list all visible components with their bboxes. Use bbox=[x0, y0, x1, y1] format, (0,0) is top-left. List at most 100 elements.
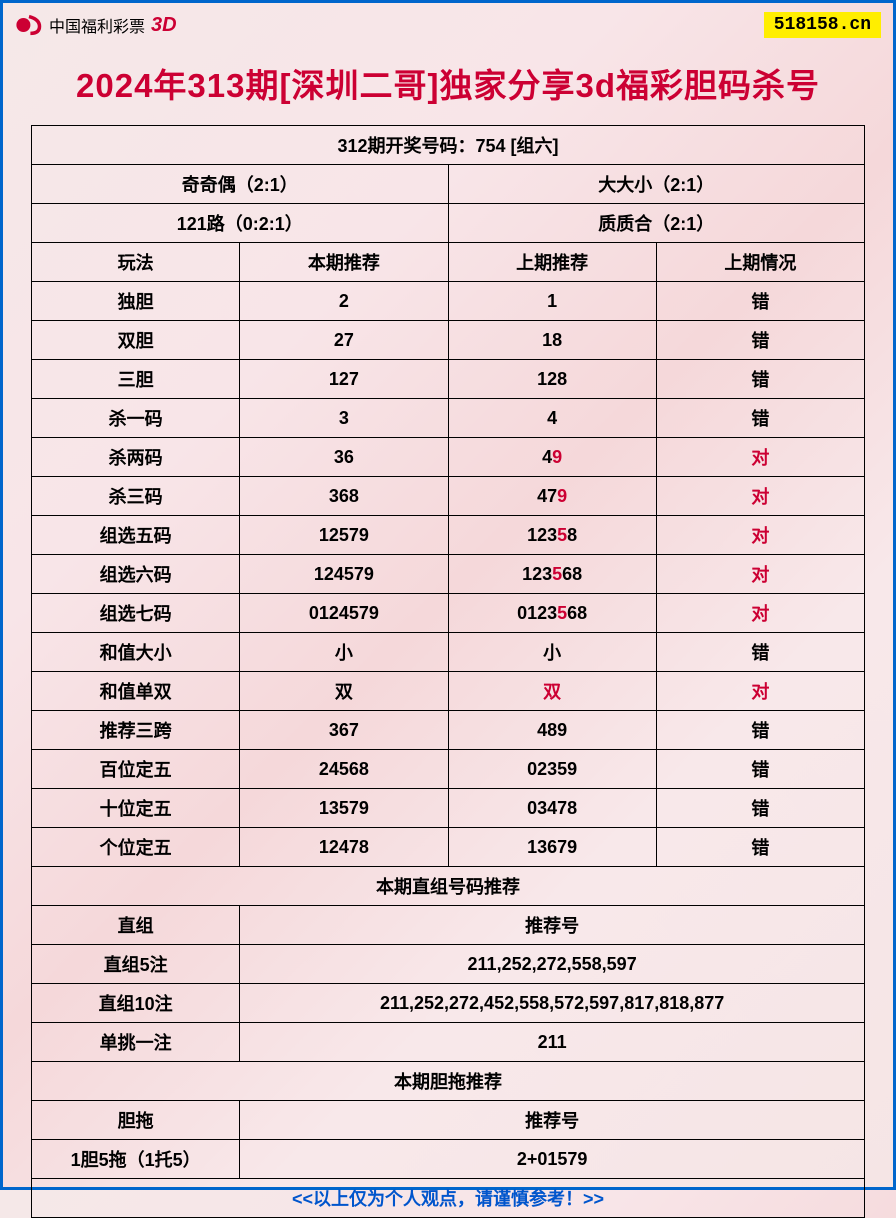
meta-oddeven: 奇奇偶（2:1） bbox=[32, 165, 449, 204]
row-current: 124579 bbox=[240, 555, 448, 594]
row-prev: 4 bbox=[448, 399, 656, 438]
row-current: 127 bbox=[240, 360, 448, 399]
table-row: 推荐三跨367489错 bbox=[32, 711, 865, 750]
row-current: 3 bbox=[240, 399, 448, 438]
section3-header: 本期胆拖推荐 bbox=[32, 1062, 865, 1101]
row-value: 211,252,272,452,558,572,597,817,818,877 bbox=[240, 984, 865, 1023]
row-current: 2 bbox=[240, 282, 448, 321]
table-row: 单挑一注211 bbox=[32, 1023, 865, 1062]
row-prev: 13679 bbox=[448, 828, 656, 867]
row-result: 对 bbox=[656, 477, 864, 516]
row-prev: 18 bbox=[448, 321, 656, 360]
row-method: 杀三码 bbox=[32, 477, 240, 516]
lottery-logo-icon bbox=[15, 11, 43, 39]
col-header-result: 上期情况 bbox=[656, 243, 864, 282]
table-row: 直组10注211,252,272,452,558,572,597,817,818… bbox=[32, 984, 865, 1023]
row-current: 小 bbox=[240, 633, 448, 672]
row-method: 双胆 bbox=[32, 321, 240, 360]
row-current: 36 bbox=[240, 438, 448, 477]
logo-3d-text: 3D bbox=[151, 14, 177, 37]
row-current: 12579 bbox=[240, 516, 448, 555]
row-current: 0124579 bbox=[240, 594, 448, 633]
logo-section: 中国福利彩票 3D bbox=[15, 11, 177, 39]
row-result: 对 bbox=[656, 438, 864, 477]
table-row: 1胆5拖（1托5）2+01579 bbox=[32, 1140, 865, 1179]
row-method: 1胆5拖（1托5） bbox=[32, 1140, 240, 1179]
meta-route: 121路（0:2:1） bbox=[32, 204, 449, 243]
row-method: 独胆 bbox=[32, 282, 240, 321]
row-result: 错 bbox=[656, 711, 864, 750]
footer-note: <<以上仅为个人观点，请谨慎参考！>> bbox=[32, 1179, 865, 1218]
row-result: 对 bbox=[656, 516, 864, 555]
row-result: 错 bbox=[656, 399, 864, 438]
row-result: 对 bbox=[656, 555, 864, 594]
lottery-table: 312期开奖号码：754 [组六] 奇奇偶（2:1） 大大小（2:1） 121路… bbox=[31, 125, 865, 1218]
row-result: 对 bbox=[656, 672, 864, 711]
row-current: 27 bbox=[240, 321, 448, 360]
main-table-wrap: 312期开奖号码：754 [组六] 奇奇偶（2:1） 大大小（2:1） 121路… bbox=[3, 125, 893, 1218]
table-row: 杀三码368479对 bbox=[32, 477, 865, 516]
row-method: 和值大小 bbox=[32, 633, 240, 672]
table-row: 双胆2718错 bbox=[32, 321, 865, 360]
table-row: 组选六码124579123568对 bbox=[32, 555, 865, 594]
row-prev: 小 bbox=[448, 633, 656, 672]
table-row: 独胆21错 bbox=[32, 282, 865, 321]
row-method: 百位定五 bbox=[32, 750, 240, 789]
meta-prime: 质质合（2:1） bbox=[448, 204, 865, 243]
row-result: 错 bbox=[656, 789, 864, 828]
row-result: 错 bbox=[656, 360, 864, 399]
section2-col-right: 推荐号 bbox=[240, 906, 865, 945]
row-value: 211,252,272,558,597 bbox=[240, 945, 865, 984]
row-prev: 489 bbox=[448, 711, 656, 750]
row-result: 错 bbox=[656, 828, 864, 867]
row-result: 错 bbox=[656, 633, 864, 672]
col-header-prev: 上期推荐 bbox=[448, 243, 656, 282]
section2-header: 本期直组号码推荐 bbox=[32, 867, 865, 906]
section2-col-left: 直组 bbox=[32, 906, 240, 945]
row-result: 错 bbox=[656, 750, 864, 789]
row-method: 个位定五 bbox=[32, 828, 240, 867]
row-prev: 03478 bbox=[448, 789, 656, 828]
row-result: 对 bbox=[656, 594, 864, 633]
url-badge: 518158.cn bbox=[764, 12, 881, 38]
row-method: 直组5注 bbox=[32, 945, 240, 984]
table-row: 和值大小小小错 bbox=[32, 633, 865, 672]
row-method: 组选五码 bbox=[32, 516, 240, 555]
col-header-method: 玩法 bbox=[32, 243, 240, 282]
row-method: 推荐三跨 bbox=[32, 711, 240, 750]
section3-col-right: 推荐号 bbox=[240, 1101, 865, 1140]
row-method: 组选七码 bbox=[32, 594, 240, 633]
row-prev: 02359 bbox=[448, 750, 656, 789]
row-method: 单挑一注 bbox=[32, 1023, 240, 1062]
row-current: 双 bbox=[240, 672, 448, 711]
row-prev: 0123568 bbox=[448, 594, 656, 633]
table-row: 杀一码34错 bbox=[32, 399, 865, 438]
table-row: 个位定五1247813679错 bbox=[32, 828, 865, 867]
row-result: 错 bbox=[656, 282, 864, 321]
table-row: 十位定五1357903478错 bbox=[32, 789, 865, 828]
row-prev: 479 bbox=[448, 477, 656, 516]
row-method: 杀一码 bbox=[32, 399, 240, 438]
table-row: 组选五码1257912358对 bbox=[32, 516, 865, 555]
table-row: 和值单双双双对 bbox=[32, 672, 865, 711]
row-method: 三胆 bbox=[32, 360, 240, 399]
row-method: 杀两码 bbox=[32, 438, 240, 477]
row-value: 2+01579 bbox=[240, 1140, 865, 1179]
col-header-current: 本期推荐 bbox=[240, 243, 448, 282]
logo-text: 中国福利彩票 bbox=[49, 13, 145, 37]
row-method: 和值单双 bbox=[32, 672, 240, 711]
row-current: 13579 bbox=[240, 789, 448, 828]
section3-col-left: 胆拖 bbox=[32, 1101, 240, 1140]
page-title: 2024年313期[深圳二哥]独家分享3d福彩胆码杀号 bbox=[3, 47, 893, 125]
table-row: 直组5注211,252,272,558,597 bbox=[32, 945, 865, 984]
row-value: 211 bbox=[240, 1023, 865, 1062]
row-prev: 123568 bbox=[448, 555, 656, 594]
row-current: 368 bbox=[240, 477, 448, 516]
row-prev: 12358 bbox=[448, 516, 656, 555]
draw-result-row: 312期开奖号码：754 [组六] bbox=[32, 126, 865, 165]
row-prev: 双 bbox=[448, 672, 656, 711]
row-method: 十位定五 bbox=[32, 789, 240, 828]
row-method: 直组10注 bbox=[32, 984, 240, 1023]
row-prev: 1 bbox=[448, 282, 656, 321]
header-bar: 中国福利彩票 3D 518158.cn bbox=[3, 3, 893, 47]
